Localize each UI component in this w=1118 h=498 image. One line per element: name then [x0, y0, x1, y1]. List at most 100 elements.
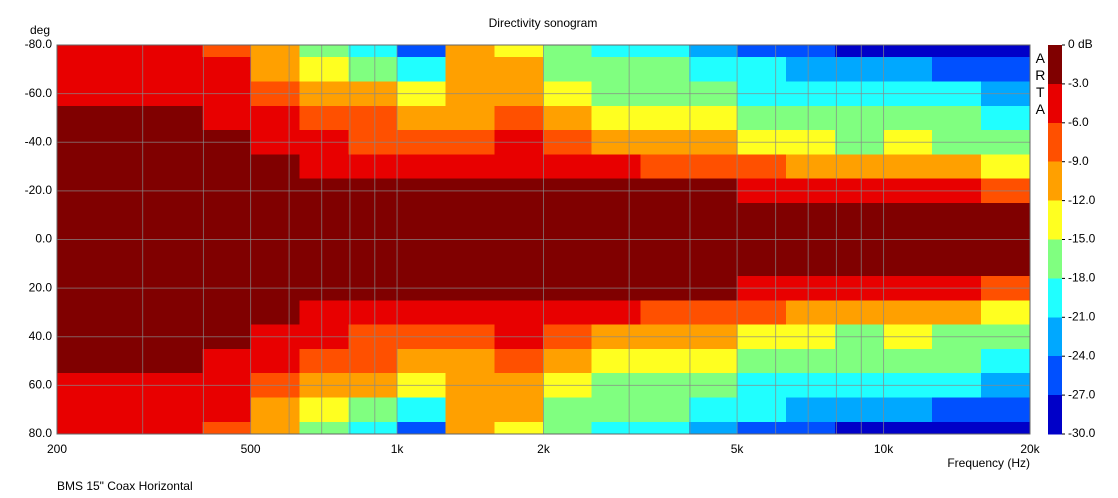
heat-cell — [883, 300, 933, 326]
heat-cell — [299, 348, 349, 374]
y-tick-label: -60.0 — [25, 86, 53, 100]
x-axis-label: Frequency (Hz) — [947, 456, 1030, 470]
heat-cell — [591, 348, 641, 374]
heat-cell — [786, 45, 836, 58]
heat-cell — [786, 251, 836, 277]
heat-cell — [445, 105, 495, 131]
heat-cell — [737, 348, 787, 374]
heat-cell — [251, 45, 301, 58]
heat-cell — [980, 397, 1031, 423]
heat-cell — [494, 300, 544, 326]
heat-cell — [688, 105, 739, 131]
heat-cell — [57, 57, 106, 83]
heat-cell — [737, 203, 787, 228]
heat-cell — [105, 421, 155, 435]
heat-cell — [494, 397, 544, 423]
heat-cell — [57, 105, 106, 131]
colorbar-segment — [1048, 278, 1062, 318]
y-tick-label: 60.0 — [29, 378, 53, 392]
heat-cell — [251, 421, 301, 435]
heat-cell — [980, 348, 1031, 374]
heat-cell — [834, 105, 885, 131]
heat-cell — [445, 57, 495, 83]
colorbar-label: -6.0 — [1068, 115, 1089, 129]
heat-cell — [348, 251, 398, 277]
heat-cell — [834, 203, 885, 228]
heat-cell — [299, 105, 349, 131]
heat-cell — [834, 57, 885, 83]
heat-cell — [397, 45, 447, 58]
heat-cell — [348, 105, 398, 131]
heat-cell — [299, 300, 349, 326]
heat-cell — [834, 348, 885, 374]
heat-cell — [688, 421, 739, 435]
heat-cell — [445, 154, 495, 180]
heat-cell — [57, 251, 106, 277]
heat-cell — [542, 421, 593, 435]
heat-cell — [57, 154, 106, 180]
heat-cell — [445, 421, 495, 435]
heat-cell — [348, 348, 398, 374]
heat-cell — [348, 421, 398, 435]
heat-cell — [105, 154, 155, 180]
heat-cell — [445, 397, 495, 423]
heat-cell — [640, 397, 690, 423]
y-axis-label: deg — [30, 23, 50, 37]
heat-cell — [786, 397, 836, 423]
heat-cell — [688, 397, 739, 423]
heat-cell — [105, 397, 155, 423]
heat-cell — [883, 203, 933, 228]
heat-cell — [348, 203, 398, 228]
heat-cell — [397, 421, 447, 435]
heat-cell — [737, 154, 787, 180]
heat-cell — [980, 300, 1031, 326]
heat-cell — [640, 300, 690, 326]
heat-cell — [251, 203, 301, 228]
heat-cell — [591, 300, 641, 326]
heat-cell — [397, 154, 447, 180]
heat-cell — [591, 203, 641, 228]
colorbar-label: -3.0 — [1068, 76, 1089, 90]
heat-cell — [591, 251, 641, 277]
heat-cell — [786, 203, 836, 228]
heat-cell — [348, 397, 398, 423]
chart-title: Directivity sonogram — [489, 16, 598, 30]
heat-cell — [883, 154, 933, 180]
heat-cell — [640, 154, 690, 180]
heat-cell — [786, 300, 836, 326]
heat-cell — [251, 105, 301, 131]
heat-cell — [105, 45, 155, 58]
heat-cell — [834, 421, 885, 435]
colorbar-segment — [1048, 395, 1062, 435]
heat-cell — [980, 57, 1031, 83]
heat-cell — [251, 154, 301, 180]
heat-cell — [348, 57, 398, 83]
colorbar-segment — [1048, 200, 1062, 240]
heat-cell — [397, 105, 447, 131]
heat-cell — [153, 397, 204, 423]
heat-cell — [397, 397, 447, 423]
heat-cell — [494, 105, 544, 131]
heat-cell — [640, 203, 690, 228]
heat-cell — [105, 300, 155, 326]
heat-cell — [932, 251, 982, 277]
heat-cell — [688, 300, 739, 326]
heat-cell — [105, 57, 155, 83]
heat-cell — [105, 105, 155, 131]
heat-cell — [591, 154, 641, 180]
heat-cell — [932, 300, 982, 326]
heat-cell — [202, 45, 252, 58]
heat-cell — [299, 397, 349, 423]
heat-cell — [542, 105, 593, 131]
x-tick-label: 10k — [874, 442, 894, 456]
heat-cell — [153, 45, 204, 58]
heat-cell — [883, 57, 933, 83]
heat-cell — [591, 397, 641, 423]
heat-cell — [153, 154, 204, 180]
heat-cell — [299, 421, 349, 435]
heat-cell — [494, 45, 544, 58]
heat-cell — [445, 300, 495, 326]
colorbar-label: -21.0 — [1068, 309, 1096, 323]
heat-cell — [397, 348, 447, 374]
heat-cell — [591, 421, 641, 435]
